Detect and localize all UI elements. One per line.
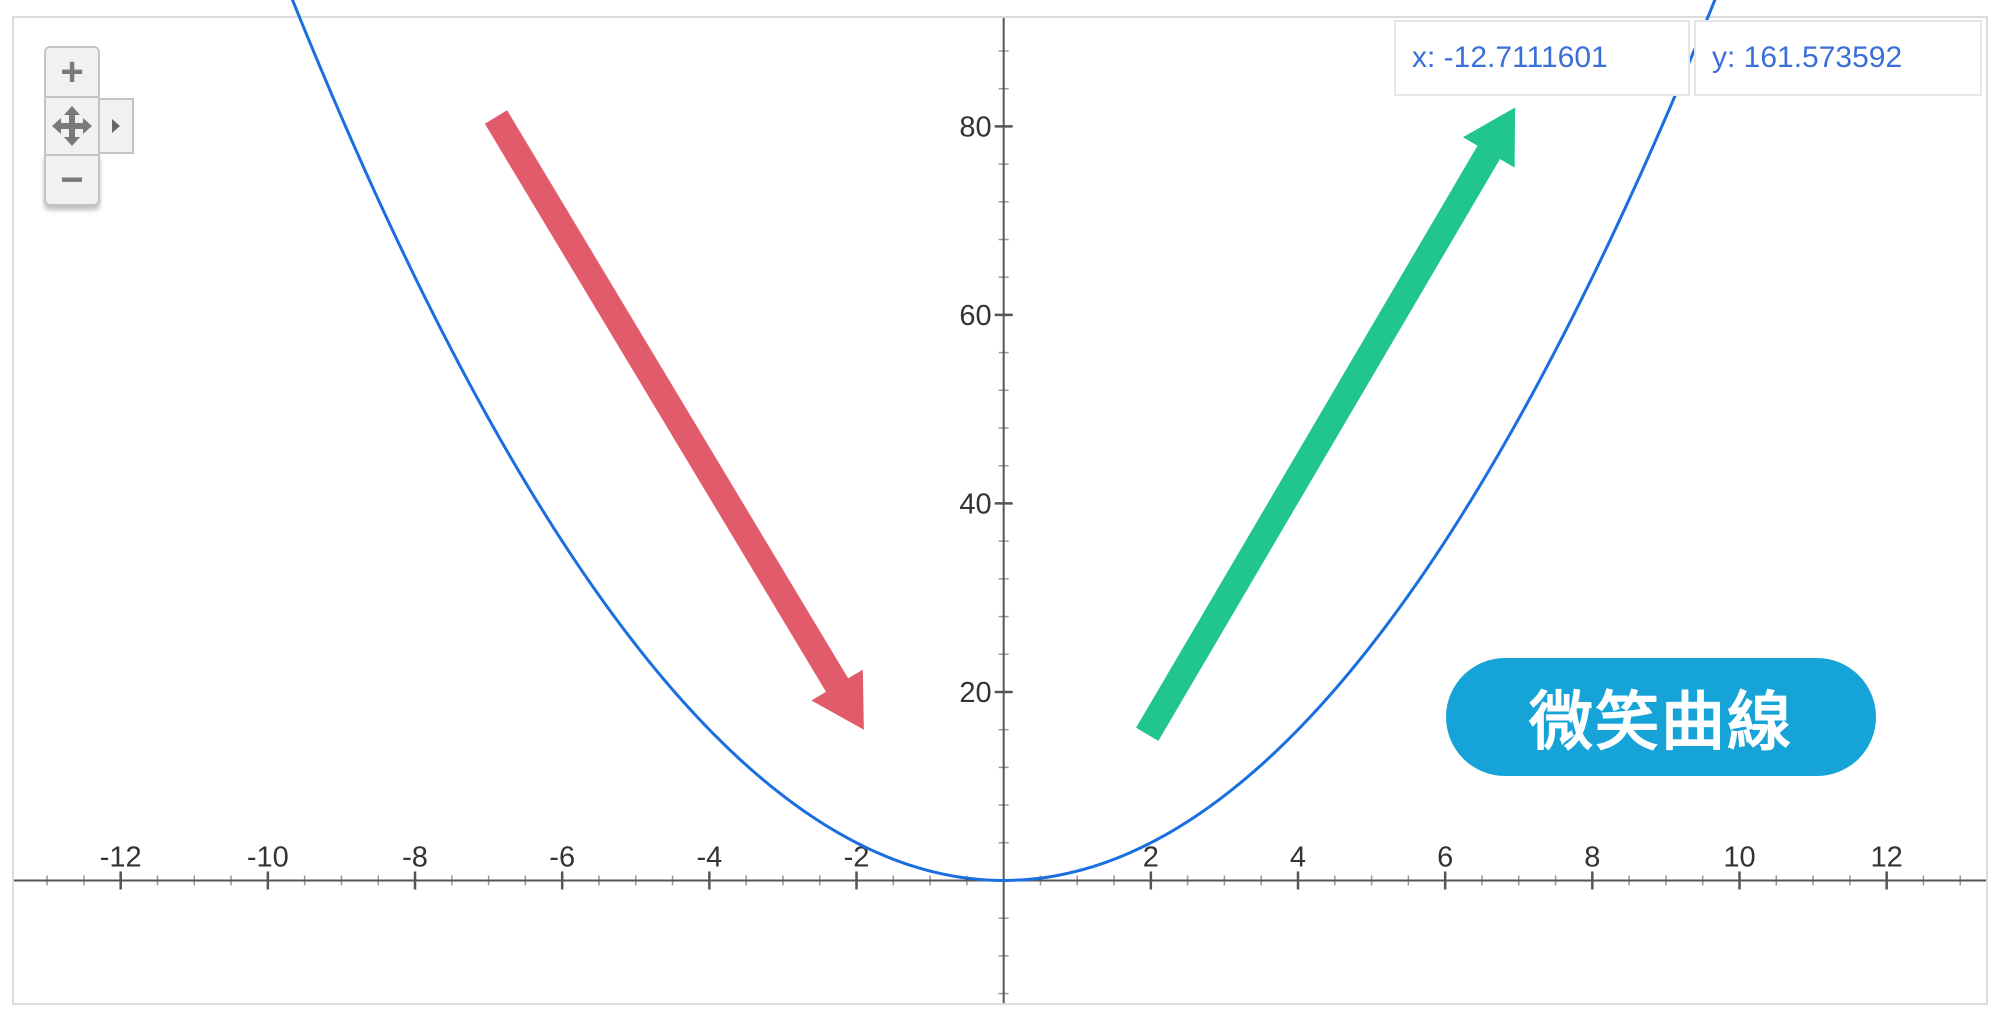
expand-controls-button[interactable] bbox=[100, 98, 134, 154]
smile-curve-badge: 微笑曲線 bbox=[1446, 658, 1876, 776]
arrow-down-annotation bbox=[484, 110, 864, 730]
pan-button[interactable] bbox=[44, 98, 100, 154]
x-tick-label: 10 bbox=[1723, 841, 1755, 873]
x-tick-label: -12 bbox=[100, 841, 142, 873]
zoom-in-button[interactable]: + bbox=[44, 46, 100, 98]
move-icon bbox=[52, 106, 92, 146]
y-coordinate-readout: y: 161.573592 bbox=[1694, 20, 1982, 96]
x-tick-label: 12 bbox=[1871, 841, 1903, 873]
y-tick-label: 40 bbox=[959, 488, 991, 520]
x-tick-label: -4 bbox=[696, 841, 722, 873]
y-tick-label: 20 bbox=[959, 677, 991, 709]
x-tick-label: 8 bbox=[1584, 841, 1600, 873]
y-tick-label: 60 bbox=[959, 300, 991, 332]
zoom-controls: + − bbox=[44, 46, 134, 206]
series-line-parabola bbox=[290, 0, 1717, 882]
annotation-arrows bbox=[484, 107, 1516, 741]
zoom-out-button[interactable]: − bbox=[44, 154, 100, 206]
caret-right-icon bbox=[112, 119, 120, 133]
x-tick-label: 6 bbox=[1437, 841, 1453, 873]
x-tick-label: 2 bbox=[1143, 841, 1159, 873]
x-tick-label: -10 bbox=[247, 841, 289, 873]
major-ticks bbox=[119, 125, 1888, 890]
x-coordinate-readout: x: -12.7111601 bbox=[1394, 20, 1690, 96]
arrow-up-annotation bbox=[1136, 107, 1516, 741]
plot-frame[interactable] bbox=[12, 16, 1988, 1005]
y-tick-label: 80 bbox=[959, 111, 991, 143]
x-tick-label: -6 bbox=[549, 841, 575, 873]
x-tick-label: 4 bbox=[1290, 841, 1306, 873]
x-tick-label: -8 bbox=[402, 841, 428, 873]
